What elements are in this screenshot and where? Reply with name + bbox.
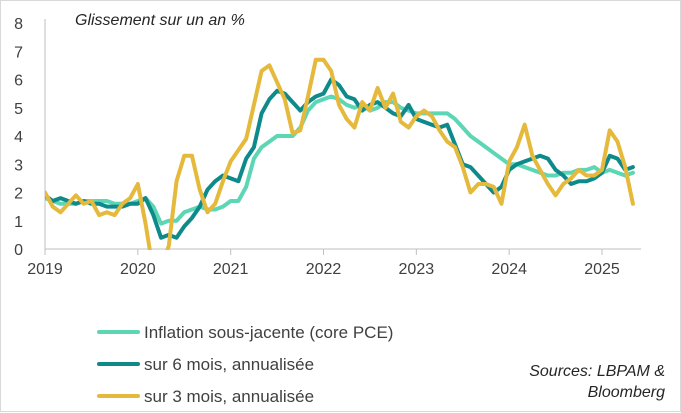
x-axis: 2019 2020 2021 2022 2023 2024 2025 (27, 248, 641, 278)
legend-label: sur 3 mois, annualisée (144, 387, 314, 406)
legend: Inflation sous-jacente (core PCE) sur 6 m… (97, 323, 393, 406)
chart-title: Glissement sur un an % (75, 12, 245, 29)
x-tick-label: 2025 (584, 261, 620, 278)
y-tick-label: 6 (14, 73, 23, 90)
x-tick-label: 2022 (306, 261, 342, 278)
y-tick-label: 4 (14, 129, 23, 146)
series-group (45, 57, 635, 250)
legend-label: Inflation sous-jacente (core PCE) (144, 323, 393, 342)
legend-item-6m-annualized: sur 6 mois, annualisée (97, 355, 314, 374)
y-tick-label: 2 (14, 186, 23, 203)
legend-label: sur 6 mois, annualisée (144, 355, 314, 374)
legend-item-core-pce: Inflation sous-jacente (core PCE) (97, 323, 393, 342)
x-tick-label: 2023 (399, 261, 435, 278)
y-tick-label: 5 (14, 101, 23, 118)
y-tick-label: 7 (14, 44, 23, 61)
x-tick-label: 2021 (213, 261, 249, 278)
x-tick-label: 2019 (27, 261, 63, 278)
series-line-3m-annualized (45, 57, 635, 250)
y-axis: 0 1 2 3 4 5 6 7 8 (14, 16, 46, 259)
source-line-1: Sources: LBPAM & (529, 363, 665, 380)
y-tick-label: 8 (14, 16, 23, 33)
y-tick-label: 3 (14, 157, 23, 174)
x-tick-label: 2024 (491, 261, 527, 278)
legend-item-3m-annualized: sur 3 mois, annualisée (97, 387, 314, 406)
x-tick-label: 2020 (120, 261, 156, 278)
source-line-2: Bloomberg (588, 384, 665, 401)
y-tick-label: 1 (14, 214, 23, 231)
y-tick-label: 0 (14, 242, 23, 259)
